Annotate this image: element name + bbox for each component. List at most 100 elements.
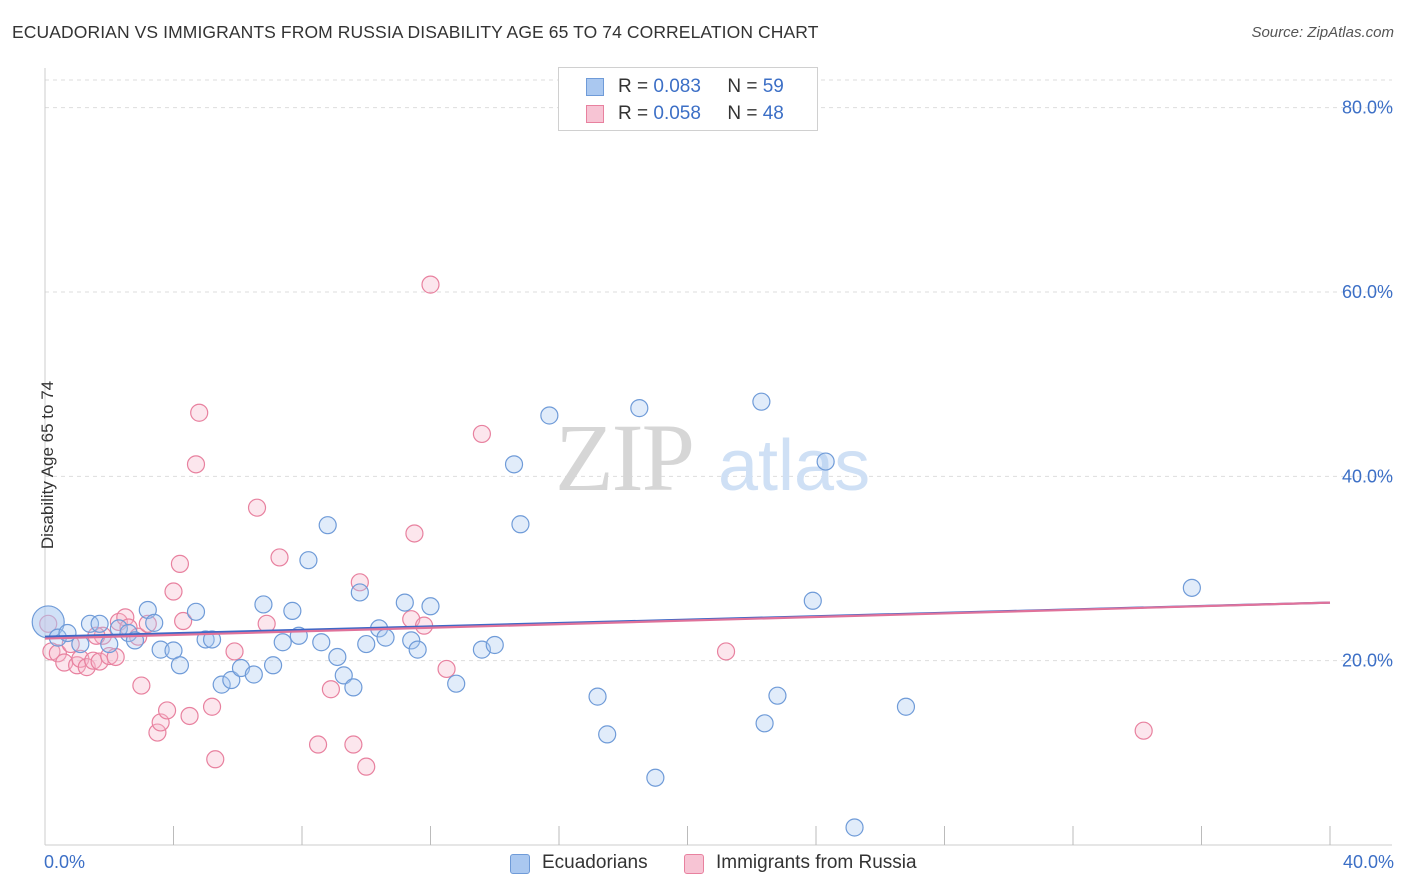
ecuadorian-point [395,593,414,612]
legend-label-russia: Immigrants from Russia [716,852,917,873]
legend-label-ecuadorians: Ecuadorians [542,852,648,873]
watermark-atlas: atlas [718,426,870,506]
russia-point [148,723,167,742]
series-russia-points [39,275,1153,776]
ecuadorian-point [752,392,771,411]
trend-line-russia [44,601,1331,640]
legend-n-value: 59 [762,76,784,97]
russia-point [157,701,177,720]
ecuadorian-point [646,768,665,787]
russia-point [357,757,376,776]
ecuadorian-point [222,670,241,690]
russia-point [1134,721,1153,740]
legend-r-value: 0.058 [653,103,701,124]
legend-r-label: R = [618,103,654,124]
ecuadorian-point [357,634,376,654]
chart-title: ECUADORIAN VS IMMIGRANTS FROM RUSSIA DIS… [12,22,819,42]
y-tick-label: 80.0% [1342,98,1393,118]
ecuadorian-point [90,614,109,633]
legend-swatch-blue [586,78,604,96]
ecuadorian-point [755,714,774,733]
russia-point [225,642,244,661]
ecuadorian-point [299,551,318,570]
legend-n-label: N = [727,76,763,97]
x-axis-max-label: 40.0% [1342,852,1394,872]
stats-legend: R = 0.083 N = 59 R = 0.058 N = 48 [558,67,818,131]
russia-point [138,614,157,633]
ecuadorian-point [170,656,190,675]
russia-point [202,697,222,716]
russia-point [716,642,736,661]
legend-r-value: 0.083 [653,76,701,97]
ecuadorian-point [318,516,337,535]
y-tick-label: 20.0% [1342,651,1393,671]
ecuadorian-point [511,515,530,534]
ecuadorian-point [376,628,395,647]
russia-point [180,706,199,726]
russia-point [164,582,183,601]
ecuadorian-point [202,630,222,649]
ecuadorian-point [334,666,353,685]
ecuadorian-point [145,613,164,632]
russia-point [186,455,206,474]
ecuadorian-point [421,597,440,616]
russia-point [270,548,289,567]
ecuadorian-point [768,686,787,705]
legend-n-label: N = [727,103,763,124]
ecuadorian-point [254,595,273,614]
ecuadorian-point [803,591,822,610]
ecuadorian-point [283,601,302,620]
ecuadorian-point [896,697,916,716]
watermark-zip: ZIP [555,404,693,511]
ecuadorian-point [151,640,170,659]
ecuadorian-point [540,406,559,425]
legend-r-label: R = [618,76,654,97]
ecuadorian-point [273,633,292,652]
gridlines [45,79,1392,662]
russia-point [472,424,491,444]
ecuadorian-point [212,675,231,694]
russia-point [174,611,193,631]
ecuadorian-point [598,725,617,744]
russia-point [321,680,341,699]
ecuadorian-point [816,452,835,471]
axes [44,68,1392,846]
ecuadorian-point [588,687,607,706]
watermark: ZIP atlas [555,404,870,511]
russia-point [405,524,424,543]
russia-point [247,498,267,517]
russia-point [170,554,190,573]
y-axis-label-wrap: Disability Age 65 to 74 [18,381,57,549]
ecuadorian-point [328,647,347,667]
ecuadorian-point [1182,578,1201,597]
ecuadorian-point [447,674,466,693]
legend-text: R = 0.058 N = 48 [618,103,784,125]
russia-point [308,735,328,754]
ecuadorian-point [350,583,369,602]
legend-text: R = 0.083 N = 59 [618,76,784,98]
russia-point [344,735,363,754]
legend-swatch-blue [510,854,530,874]
russia-point [421,275,440,294]
legend-n-value: 48 [762,103,784,124]
ecuadorian-point [80,614,100,633]
ecuadorian-point [186,602,206,621]
russia-point [116,608,135,627]
ecuadorian-point [504,455,524,474]
ecuadorian-point [263,656,283,675]
y-tick-labels: 20.0% 40.0% 60.0% 80.0% [1342,98,1393,671]
ecuadorian-point [100,634,119,654]
russia-point [437,659,456,679]
ecuadorian-point [845,818,864,837]
ecuadorian-point [485,635,504,655]
russia-point [48,644,67,663]
russia-point [132,676,151,695]
russia-point [350,573,369,592]
ecuadorian-point [630,399,649,418]
y-tick-label: 40.0% [1342,466,1393,486]
x-axis-min-label: 0.0% [44,852,86,872]
source-label: Source: ZipAtlas.com [1251,24,1394,41]
ecuadorian-point [344,678,363,697]
legend-swatch-pink [586,105,604,123]
